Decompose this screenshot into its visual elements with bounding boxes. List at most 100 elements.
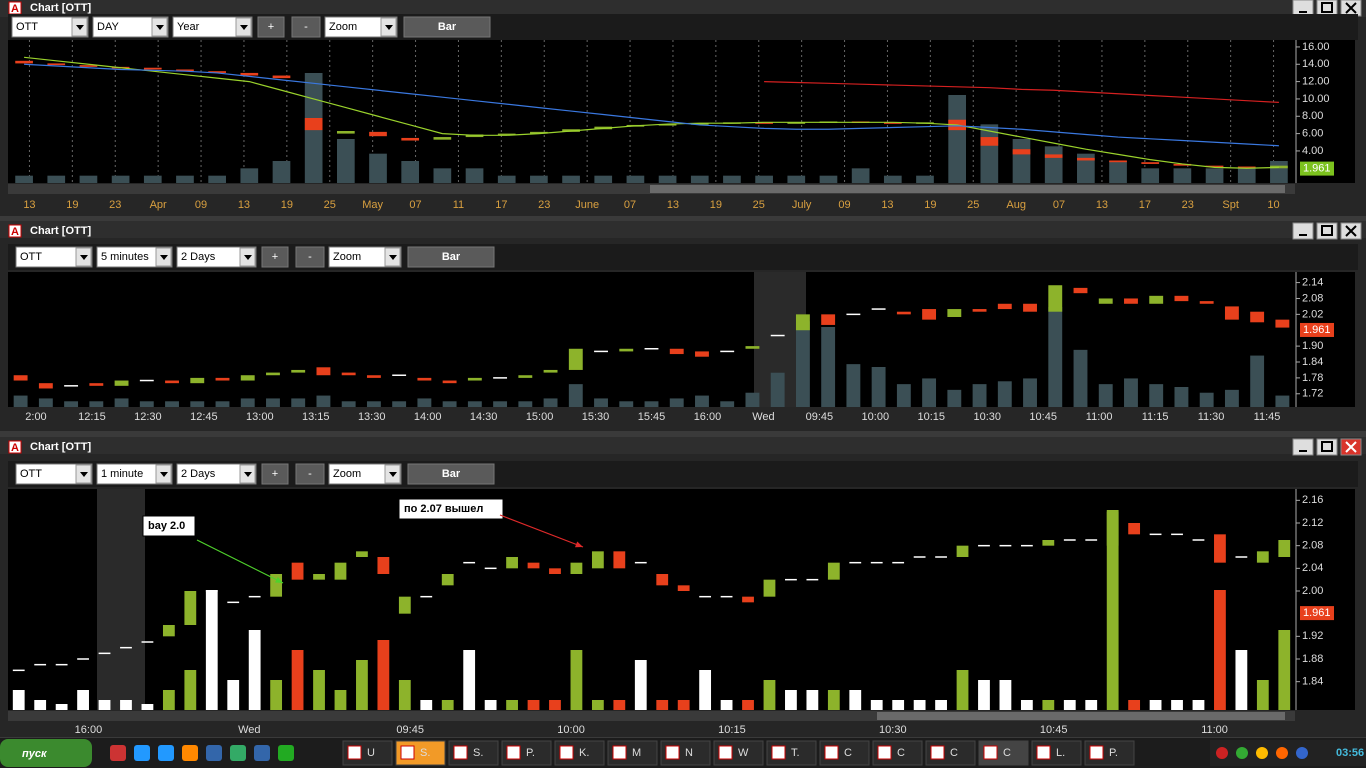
candle xyxy=(656,574,669,586)
dropdown-value: OTT xyxy=(20,251,42,263)
dropdown[interactable] xyxy=(324,16,398,38)
x-tick-label: 10 xyxy=(1267,199,1279,211)
minimize-glyph xyxy=(1299,11,1307,13)
quicklaunch-icon[interactable] xyxy=(230,745,246,761)
y-tick-label: 1.84 xyxy=(1302,356,1323,368)
quicklaunch-icon[interactable] xyxy=(278,745,294,761)
minimize-button[interactable] xyxy=(1292,0,1314,17)
taskbar-item-icon xyxy=(877,745,892,760)
dropdown-arrow xyxy=(240,25,248,30)
volume-bar xyxy=(999,680,1012,710)
last-price: 1.961 xyxy=(1303,607,1331,619)
volume-bar xyxy=(465,168,484,183)
volume-bar xyxy=(549,700,561,710)
quicklaunch-icon[interactable] xyxy=(110,745,126,761)
candle xyxy=(1250,311,1265,323)
tray-icon[interactable] xyxy=(1256,747,1268,759)
scrollbar-thumb[interactable] xyxy=(650,185,1285,193)
minimize-button[interactable] xyxy=(1292,222,1314,240)
dropdown[interactable] xyxy=(15,463,93,485)
taskbar-item-label: U xyxy=(367,747,375,759)
taskbar-item-icon xyxy=(612,745,627,760)
volume-bar xyxy=(1192,700,1205,710)
scrollbar-thumb[interactable] xyxy=(877,712,1285,720)
x-tick-label: 17 xyxy=(1139,199,1151,211)
dropdown[interactable] xyxy=(172,16,253,38)
arrow-head xyxy=(275,576,283,583)
dropdown[interactable] xyxy=(328,246,402,268)
toolbar-button[interactable] xyxy=(295,246,325,268)
dropdown[interactable] xyxy=(176,246,257,268)
dropdown[interactable] xyxy=(96,463,173,485)
x-tick-label: 07 xyxy=(624,199,636,211)
tray-icon[interactable] xyxy=(1236,747,1248,759)
volume-bar xyxy=(1042,700,1055,710)
candle xyxy=(366,375,381,378)
candle xyxy=(1109,160,1127,163)
volume-bar xyxy=(291,398,306,407)
tray-icon[interactable] xyxy=(1296,747,1308,759)
dropdown[interactable] xyxy=(15,246,93,268)
volume-bar xyxy=(506,700,518,710)
quicklaunch-icon[interactable] xyxy=(134,745,150,761)
volume-bar xyxy=(215,401,230,407)
volume-bar xyxy=(205,590,218,710)
moving-average xyxy=(24,63,1279,147)
x-tick-label: 07 xyxy=(1053,199,1065,211)
toolbar-button[interactable] xyxy=(291,16,321,38)
toolbar-button[interactable] xyxy=(403,16,491,38)
candle xyxy=(1048,285,1063,312)
candle xyxy=(1199,301,1214,304)
x-tick-label: 17 xyxy=(495,199,507,211)
volume-bar xyxy=(1173,168,1192,183)
dropdown[interactable] xyxy=(328,463,402,485)
x-tick-label: 10:30 xyxy=(973,411,1001,423)
volume-bar xyxy=(420,700,433,710)
toolbar-button[interactable] xyxy=(407,463,495,485)
taskbar-item-label: W xyxy=(738,747,749,759)
candle xyxy=(291,562,304,580)
taskbar-item-icon xyxy=(665,745,680,760)
quicklaunch-icon[interactable] xyxy=(254,745,270,761)
y-tick-label: 14.00 xyxy=(1302,58,1330,70)
app-icon xyxy=(8,440,22,454)
volume-bar xyxy=(980,124,999,183)
dropdown-value: DAY xyxy=(97,21,119,33)
dropdown-arrow xyxy=(160,472,168,477)
toolbar-button[interactable] xyxy=(261,463,289,485)
quicklaunch-icon[interactable] xyxy=(158,745,174,761)
dropdown[interactable] xyxy=(92,16,169,38)
button-label: + xyxy=(272,251,278,263)
candle xyxy=(291,369,306,373)
start-button[interactable] xyxy=(0,739,92,767)
dropdown[interactable] xyxy=(96,246,173,268)
x-tick-label: 09:45 xyxy=(806,411,834,423)
candle xyxy=(745,346,760,349)
x-tick-label: 19 xyxy=(281,199,293,211)
candle xyxy=(1174,295,1189,302)
dropdown[interactable] xyxy=(176,463,257,485)
last-price-box xyxy=(1300,606,1334,621)
volume-bar xyxy=(619,401,634,407)
taskbar-item-icon xyxy=(930,745,945,760)
quicklaunch-icon[interactable] xyxy=(206,745,222,761)
x-tick-label: 10:15 xyxy=(918,411,946,423)
tray-icon[interactable] xyxy=(1216,747,1228,759)
candle xyxy=(543,369,558,373)
dropdown[interactable] xyxy=(11,16,89,38)
tray-icon[interactable] xyxy=(1276,747,1288,759)
volume-bar xyxy=(341,401,356,407)
x-tick-label: 13 xyxy=(23,199,35,211)
toolbar-button[interactable] xyxy=(261,246,289,268)
volume-bar xyxy=(594,175,613,183)
toolbar-button[interactable] xyxy=(257,16,285,38)
toolbar-button[interactable] xyxy=(407,246,495,268)
minimize-button[interactable] xyxy=(1292,438,1314,456)
toolbar-button[interactable] xyxy=(295,463,325,485)
candle xyxy=(1044,154,1063,158)
x-tick-label: Apr xyxy=(150,199,167,211)
annotation: bay 2.0 xyxy=(148,520,185,532)
title-bar xyxy=(0,221,1366,238)
volume-bar xyxy=(1224,389,1239,407)
quicklaunch-icon[interactable] xyxy=(182,745,198,761)
